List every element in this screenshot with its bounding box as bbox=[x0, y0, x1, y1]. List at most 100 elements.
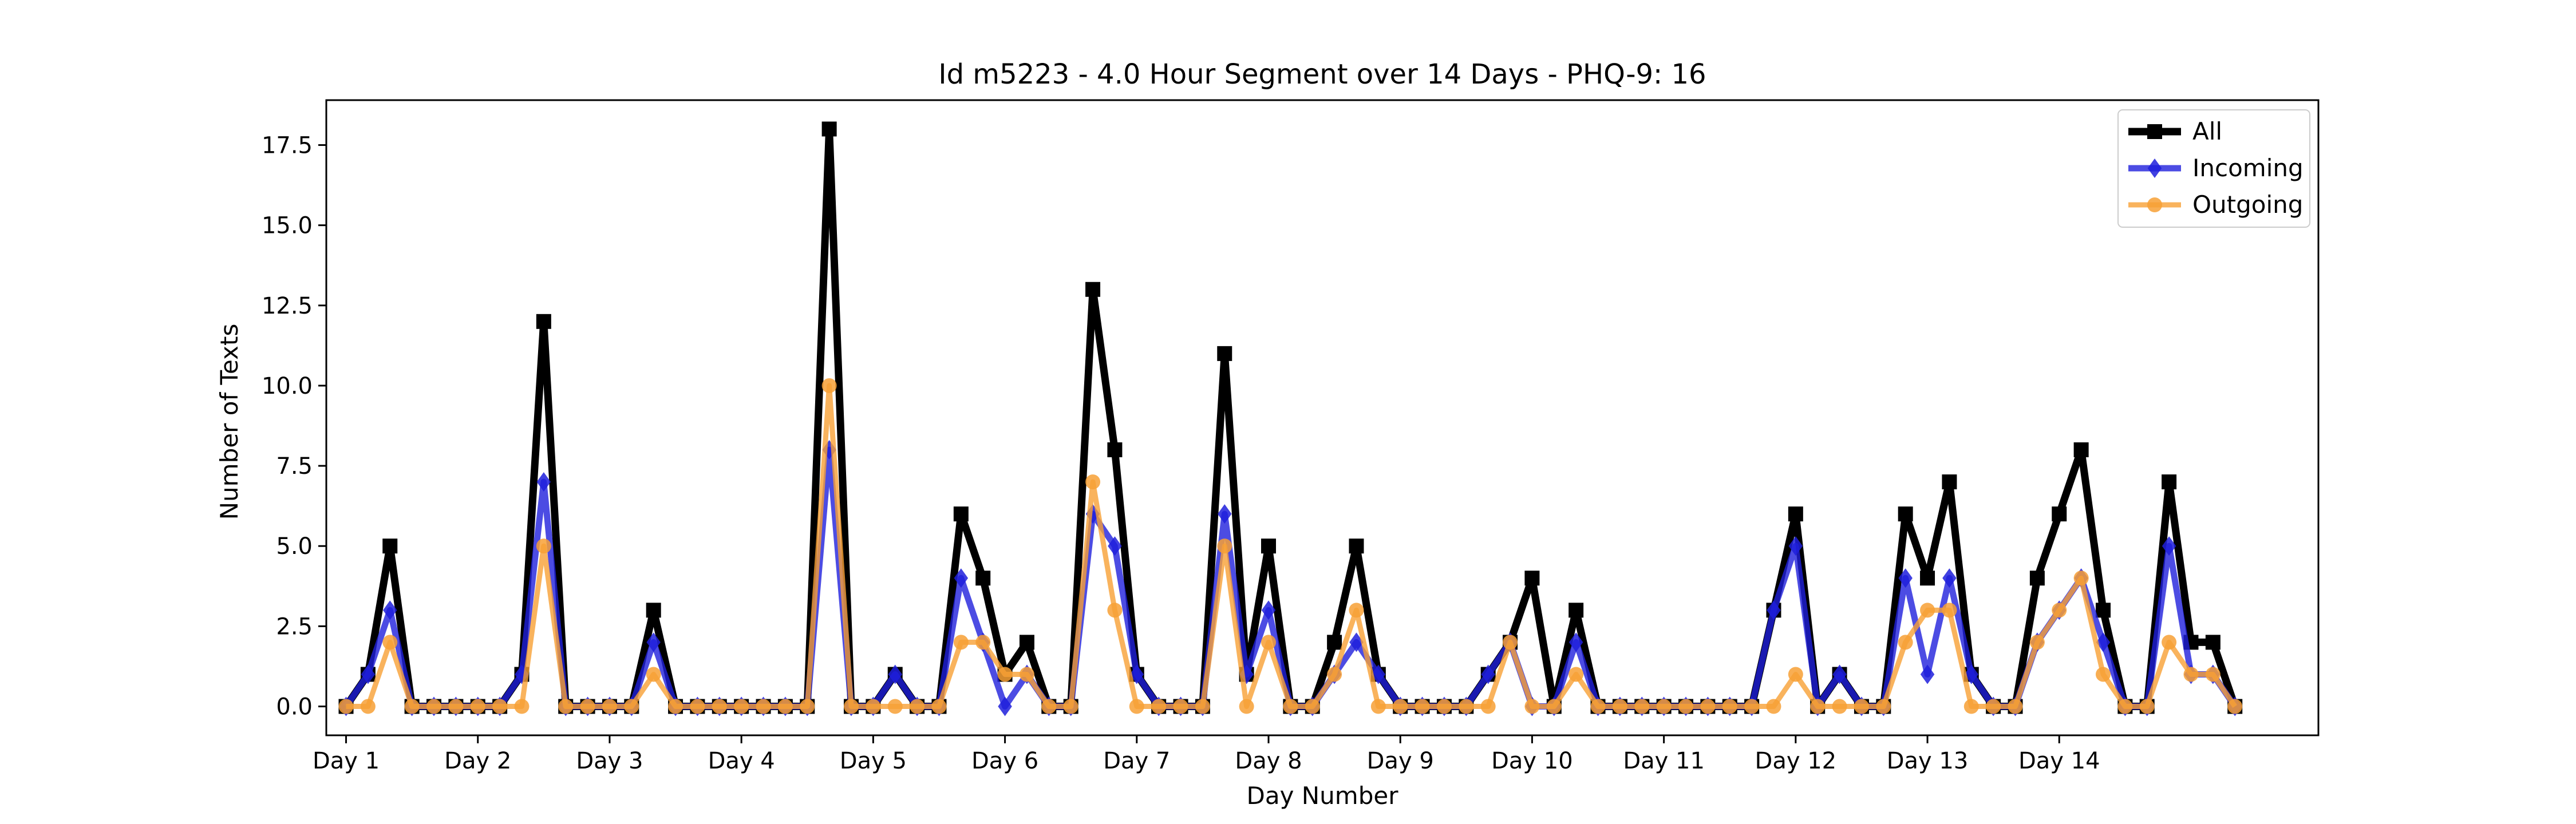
data-point-outgoing bbox=[1480, 699, 1496, 714]
data-point-outgoing bbox=[1876, 699, 1891, 714]
data-point-all bbox=[2052, 506, 2067, 522]
series-outgoing bbox=[338, 378, 2243, 714]
data-point-all bbox=[821, 121, 837, 137]
data-point-outgoing bbox=[2095, 667, 2111, 682]
data-point-all bbox=[646, 603, 661, 618]
legend-marker bbox=[2147, 197, 2162, 212]
data-point-outgoing bbox=[1393, 699, 1408, 714]
plot-area bbox=[325, 99, 2320, 736]
legend-marker bbox=[2147, 124, 2162, 139]
data-point-incoming bbox=[1261, 600, 1276, 620]
data-point-incoming bbox=[1942, 568, 1957, 588]
x-tick-label: Day 4 bbox=[708, 748, 775, 774]
data-point-outgoing bbox=[1503, 635, 1518, 650]
data-point-outgoing bbox=[338, 699, 354, 714]
data-point-all bbox=[953, 506, 969, 522]
data-point-all bbox=[536, 314, 551, 329]
data-point-incoming bbox=[1767, 600, 1781, 620]
data-point-outgoing bbox=[997, 667, 1013, 682]
data-point-incoming bbox=[1568, 632, 1583, 652]
data-point-outgoing bbox=[1590, 699, 1606, 714]
legend-item-outgoing: Outgoing bbox=[2128, 191, 2303, 219]
data-point-outgoing bbox=[887, 699, 903, 714]
data-point-outgoing bbox=[1151, 699, 1167, 714]
data-point-outgoing bbox=[602, 699, 617, 714]
data-point-all bbox=[1327, 635, 1342, 650]
data-point-outgoing bbox=[1436, 699, 1452, 714]
data-point-outgoing bbox=[2139, 699, 2155, 714]
x-tick-label: Day 5 bbox=[840, 748, 907, 774]
data-point-incoming bbox=[1481, 664, 1495, 684]
data-point-outgoing bbox=[777, 699, 793, 714]
legend-label: Incoming bbox=[2192, 154, 2304, 182]
data-point-outgoing bbox=[646, 667, 661, 682]
data-point-all bbox=[1107, 442, 1123, 458]
data-point-outgoing bbox=[1854, 699, 1869, 714]
data-point-incoming bbox=[1920, 664, 1935, 684]
data-point-incoming bbox=[1898, 568, 1913, 588]
x-tick-label: Day 10 bbox=[1491, 748, 1573, 774]
data-point-outgoing bbox=[1283, 699, 1298, 714]
data-point-outgoing bbox=[1370, 699, 1386, 714]
data-point-outgoing bbox=[1459, 699, 1474, 714]
data-point-all bbox=[1920, 571, 1935, 586]
data-point-incoming bbox=[2096, 632, 2111, 652]
x-tick-label: Day 1 bbox=[313, 748, 380, 774]
data-point-outgoing bbox=[1722, 699, 1737, 714]
data-point-outgoing bbox=[1942, 603, 1957, 618]
legend-box bbox=[2117, 109, 2310, 228]
y-axis-label: Number of Texts bbox=[215, 324, 243, 520]
x-axis-ticks: Day 1 Day 2 Day 3 Day 4 Day 5 Day 6 Day 7 Day 8… bbox=[313, 735, 2100, 774]
data-point-outgoing bbox=[1129, 699, 1144, 714]
y-tick-label: 10.0 bbox=[262, 373, 313, 399]
data-point-outgoing bbox=[1832, 699, 1847, 714]
data-point-outgoing bbox=[1173, 699, 1188, 714]
data-point-outgoing bbox=[492, 699, 508, 714]
data-point-all bbox=[975, 571, 991, 586]
data-point-incoming bbox=[998, 696, 1012, 716]
data-point-outgoing bbox=[712, 699, 727, 714]
y-tick-label: 7.5 bbox=[276, 453, 313, 480]
data-point-outgoing bbox=[426, 699, 442, 714]
data-point-incoming bbox=[1349, 632, 1364, 652]
y-tick-label: 17.5 bbox=[262, 132, 313, 159]
y-tick-label: 5.0 bbox=[276, 533, 313, 560]
data-point-incoming bbox=[954, 568, 969, 588]
data-point-outgoing bbox=[734, 699, 749, 714]
data-point-all bbox=[1898, 506, 1913, 522]
legend: All Incoming Outgoing bbox=[2117, 109, 2310, 228]
data-point-outgoing bbox=[1041, 699, 1057, 714]
data-point-outgoing bbox=[2073, 571, 2089, 586]
data-point-outgoing bbox=[1546, 699, 1562, 714]
data-point-incoming bbox=[1788, 536, 1803, 556]
x-tick-label: Day 9 bbox=[1367, 748, 1434, 774]
data-point-outgoing bbox=[1634, 699, 1650, 714]
data-point-outgoing bbox=[910, 699, 925, 714]
data-point-outgoing bbox=[2008, 699, 2023, 714]
data-point-outgoing bbox=[382, 635, 398, 650]
x-tick-label: Day 14 bbox=[2018, 748, 2100, 774]
x-tick-label: Day 11 bbox=[1623, 748, 1705, 774]
legend-marker bbox=[2147, 159, 2162, 178]
data-point-all bbox=[2029, 571, 2045, 586]
data-point-all bbox=[1261, 538, 1276, 554]
data-point-incoming bbox=[1371, 664, 1386, 684]
data-point-outgoing bbox=[1217, 538, 1232, 554]
data-point-outgoing bbox=[1700, 699, 1716, 714]
data-point-all bbox=[1019, 635, 1034, 650]
data-point-outgoing bbox=[1568, 667, 1584, 682]
data-point-outgoing bbox=[1261, 635, 1276, 650]
data-point-outgoing bbox=[1019, 667, 1034, 682]
y-tick-label: 0.0 bbox=[276, 694, 313, 720]
data-point-all bbox=[1788, 506, 1803, 522]
data-point-outgoing bbox=[404, 699, 420, 714]
data-point-outgoing bbox=[1810, 699, 1826, 714]
data-point-all bbox=[382, 538, 398, 554]
data-point-outgoing bbox=[2052, 603, 2067, 618]
x-tick-label: Day 13 bbox=[1887, 748, 1969, 774]
data-point-outgoing bbox=[931, 699, 947, 714]
data-point-incoming bbox=[888, 664, 902, 684]
data-point-outgoing bbox=[1063, 699, 1078, 714]
data-point-outgoing bbox=[558, 699, 574, 714]
